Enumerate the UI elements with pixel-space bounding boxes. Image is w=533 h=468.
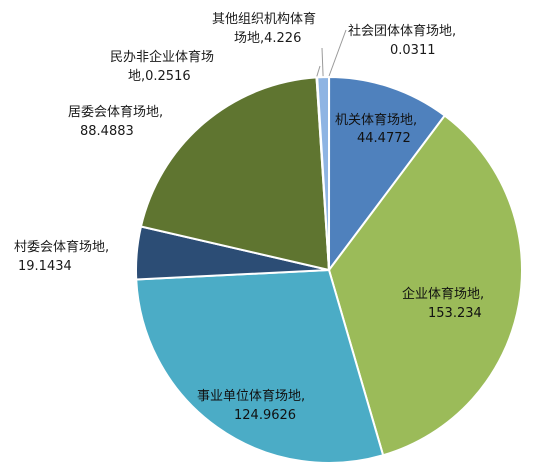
- data-label-qita: 其他组织机构体育 场地,4.226: [212, 11, 320, 46]
- data-label-shetuan: 社会团体体育场地, 0.0311: [348, 23, 460, 58]
- data-label-jiguan: 机关体育场地, 44.4772: [335, 112, 421, 146]
- pie-slice-qita: [316, 75, 330, 271]
- data-label-shiye: 事业单位体育场地, 124.9626: [197, 388, 309, 423]
- leader-lines: [316, 29, 347, 77]
- data-label-cunwei: 村委会体育场地, 19.1434: [14, 239, 113, 274]
- data-label-minban: 民办非企业体育场 地,0.2516: [110, 49, 218, 84]
- leader-line-minban: [316, 65, 321, 77]
- pie-slice-shiye: [135, 268, 385, 464]
- leader-line-shetuan: [328, 29, 347, 77]
- pie-slices: [135, 75, 523, 464]
- data-label-qiye: 企业体育场地, 153.234: [402, 286, 488, 321]
- pie-slice-juwei: [139, 76, 331, 272]
- leader-line-qita: [321, 47, 324, 77]
- data-label-juwei: 居委会体育场地, 88.4883: [68, 104, 167, 139]
- pie-slice-jiguan: [327, 75, 447, 274]
- pie-slice-qiye: [327, 114, 523, 457]
